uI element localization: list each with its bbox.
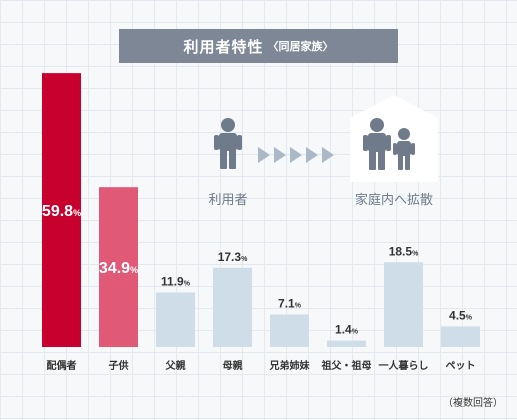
- category-label-3: 母親: [223, 359, 243, 372]
- value-unit-6: %: [412, 250, 419, 257]
- value-unit-0: %: [73, 208, 81, 218]
- illustration: 利用者 家庭内へ拡散: [208, 95, 438, 208]
- family-label: 家庭内へ拡散: [355, 192, 433, 208]
- bar-1: [99, 187, 138, 347]
- value-number-0: 59.8: [42, 203, 73, 220]
- value-unit-4: %: [295, 302, 302, 309]
- value-label-6: 18.5%: [389, 244, 419, 258]
- value-number-7: 4.5: [449, 308, 466, 322]
- category-label-1: 子供: [109, 359, 129, 372]
- chart-title-sub: 〈同居家族〉: [267, 40, 334, 53]
- value-unit-3: %: [241, 256, 248, 263]
- chart-title-main: 利用者特性: [183, 37, 264, 56]
- chart-title: 利用者特性 〈同居家族〉: [119, 29, 398, 63]
- bar-4: [270, 314, 309, 347]
- value-number-1: 34.9: [99, 260, 130, 277]
- value-label-7: 4.5%: [449, 308, 473, 322]
- arrow-1: [274, 147, 286, 163]
- value-label-2: 11.9%: [161, 274, 191, 288]
- bar-3: [213, 267, 252, 347]
- arrow-3: [306, 147, 318, 163]
- person-icon: [214, 118, 242, 169]
- arrow-0: [258, 147, 270, 163]
- bar-group: 59.8% 配偶者 34.9% 子供 11.9% 父親 17.3% 母親 7.1% 兄弟姉妹 1.4…: [42, 73, 480, 372]
- value-unit-2: %: [184, 280, 191, 287]
- value-number-2: 11.9: [161, 274, 184, 288]
- category-label-0: 配偶者: [47, 359, 77, 372]
- value-unit-5: %: [352, 329, 359, 336]
- category-label-6: 一人暮らし: [379, 359, 429, 372]
- value-number-3: 17.3: [218, 250, 242, 264]
- bar-2: [156, 292, 195, 347]
- chevron-right-icon: [258, 147, 334, 163]
- bar-7: [441, 326, 480, 347]
- value-unit-7: %: [466, 314, 473, 321]
- bar-5: [327, 340, 366, 347]
- user-label: 利用者: [208, 193, 247, 208]
- category-label-4: 兄弟姉妹: [269, 359, 311, 372]
- value-label-0: 59.8%: [42, 203, 81, 220]
- category-label-2: 父親: [165, 359, 186, 372]
- value-label-3: 17.3%: [218, 250, 248, 264]
- bar-6: [384, 262, 423, 347]
- value-label-1: 34.9%: [99, 260, 138, 277]
- value-number-5: 1.4: [335, 323, 352, 337]
- value-number-4: 7.1: [278, 296, 295, 310]
- category-label-7: ペット: [446, 360, 476, 372]
- footnote: （複数回答）: [443, 398, 503, 409]
- arrow-2: [290, 147, 302, 163]
- family-icon: [363, 118, 415, 170]
- bar-0: [42, 73, 81, 347]
- arrow-4: [322, 147, 334, 163]
- category-label-5: 祖父・祖母: [321, 359, 372, 372]
- value-number-6: 18.5: [389, 244, 413, 258]
- value-unit-1: %: [130, 265, 138, 275]
- value-label-5: 1.4%: [335, 323, 359, 337]
- value-label-4: 7.1%: [278, 296, 302, 310]
